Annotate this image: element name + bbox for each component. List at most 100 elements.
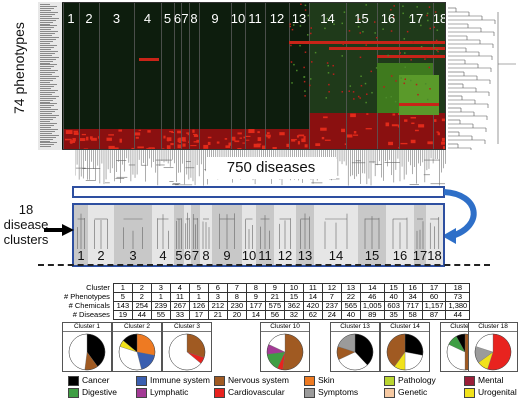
heatmap-cell — [328, 83, 330, 86]
legend-label: Immune system — [150, 375, 210, 385]
table-cell: 14 — [245, 310, 266, 320]
heatmap-cell — [410, 139, 416, 144]
heatmap-cell — [303, 80, 306, 83]
heatmap-cell — [349, 85, 352, 87]
cluster-dendrogram-panel: 1 2 3 4 5 6 7 8 9 10 11 12 13 14 15 16 17 18 — [72, 203, 445, 267]
phenotype-row-label — [40, 97, 56, 99]
heatmap-cell — [366, 93, 368, 95]
pie-canvas — [266, 333, 304, 371]
pie-canvas — [168, 333, 206, 371]
phenotype-row-label — [40, 87, 51, 89]
heatmap-cell — [324, 27, 326, 30]
heatmap-cell — [414, 129, 419, 132]
heatmap-cell — [148, 147, 155, 149]
heatmap-cell — [418, 124, 425, 128]
legend-swatch — [304, 375, 315, 386]
phenotype-row-label — [40, 39, 56, 41]
pie-title: Cluster 1 — [63, 323, 111, 332]
heatmap-column-label: 4 — [143, 11, 152, 26]
phenotype-row-labels — [38, 2, 62, 150]
phenotype-row-label — [40, 37, 59, 39]
phenotype-row-label — [40, 31, 58, 33]
cluster-pie: Cluster 1 — [62, 322, 112, 372]
heatmap-cell — [353, 131, 357, 134]
phenotype-row-label — [40, 23, 50, 25]
legend-label: Mental — [478, 375, 504, 385]
phenotype-row-label — [40, 68, 51, 70]
heatmap-column — [161, 3, 174, 149]
legend-item: Immune system — [136, 375, 210, 386]
phenotype-row-label — [40, 48, 51, 50]
column-separator — [63, 3, 64, 149]
table-cell: 55 — [150, 310, 171, 320]
legend-label: Digestive — [82, 387, 117, 397]
clusters-label-line-3: clusters — [3, 232, 49, 247]
heatmap-column — [63, 3, 79, 149]
heatmap-cell — [374, 32, 376, 34]
heatmap-cell — [290, 61, 293, 63]
heatmap-cell — [137, 146, 144, 149]
heatmap-cell — [426, 12, 429, 15]
heatmap-cell — [299, 25, 302, 27]
heatmap-cell — [64, 138, 72, 141]
heatmap-column-label: 3 — [112, 11, 121, 26]
heatmap-cell — [245, 139, 250, 141]
heatmap-cell — [437, 132, 440, 136]
table-cell: 19 — [112, 310, 133, 320]
heatmap-red-band — [377, 113, 399, 149]
phenotype-row-label — [40, 46, 54, 48]
heatmap-cell — [358, 18, 361, 21]
phenotype-row-label — [40, 60, 53, 62]
heatmap-cell — [395, 80, 397, 82]
phenotype-row-label — [40, 82, 50, 83]
heatmap-cell — [416, 6, 418, 8]
heatmap-cell — [325, 97, 328, 99]
heatmap-cell — [332, 64, 334, 67]
cluster-band-label: 5 — [175, 248, 183, 263]
heatmap-column-label: 10 — [230, 11, 246, 26]
heatmap-cell — [300, 3, 302, 6]
clusters-label-line-1: 18 — [18, 202, 34, 217]
heatmap-cell — [207, 141, 211, 146]
heatmap-cell — [177, 138, 184, 142]
pie-outline — [336, 333, 374, 371]
legend-swatch — [464, 387, 475, 398]
heatmap-cell — [286, 143, 291, 148]
heatmap-cell — [147, 130, 151, 133]
phenotype-row-label — [40, 103, 57, 105]
heatmap-cell — [194, 135, 199, 137]
heatmap-cell — [341, 22, 344, 25]
heatmap-cell — [341, 55, 343, 57]
phenotype-row-label — [40, 93, 52, 95]
heatmap-title: 74 phenotypes — [4, 22, 34, 114]
column-separator — [309, 3, 310, 149]
heatmap-cell — [106, 137, 112, 141]
heatmap-cell — [304, 4, 307, 7]
heatmap-cell — [403, 82, 406, 85]
column-separator — [245, 3, 246, 149]
heatmap-cell — [436, 29, 439, 31]
heatmap-cell — [298, 134, 305, 137]
phenotype-row-label — [40, 62, 50, 64]
heatmap-column-label: 13 — [291, 11, 307, 26]
heatmap-cell — [406, 30, 409, 33]
pie-outline — [168, 333, 206, 371]
pie-title: Cluster 13 — [331, 323, 379, 332]
heatmap-cell — [404, 119, 408, 122]
heatmap-cell — [289, 23, 291, 25]
heatmap-cell — [83, 148, 89, 149]
heatmap-cell — [427, 19, 429, 22]
phenotype-row-label — [40, 124, 54, 126]
heatmap-cell — [303, 136, 306, 139]
phenotype-row-label — [40, 126, 51, 128]
table-cell: 44 — [131, 310, 152, 320]
heatmap-cell — [382, 28, 384, 30]
heatmap-column — [265, 3, 289, 149]
phenotype-row-label — [40, 7, 54, 9]
clusters-label-line-2: disease — [3, 217, 49, 232]
heatmap-cell — [392, 16, 395, 18]
heatmap-red-band — [189, 129, 199, 149]
heatmap-cell — [166, 137, 172, 142]
phenotype-dendrogram — [448, 7, 516, 150]
table-row-header: # Diseases — [72, 310, 110, 319]
